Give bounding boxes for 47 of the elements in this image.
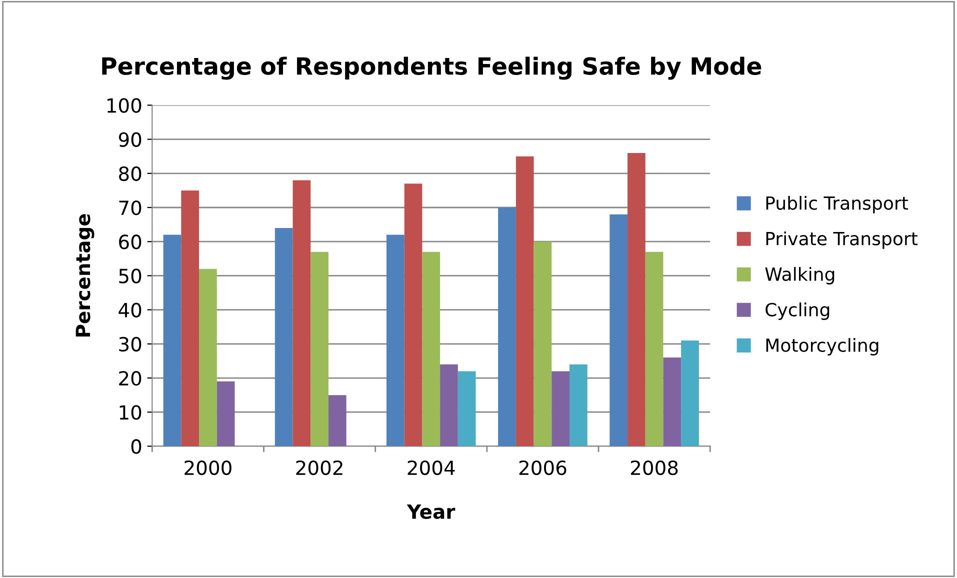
legend-label: Walking <box>765 266 834 284</box>
bar <box>199 268 217 446</box>
x-tick-label: 2006 <box>519 460 566 476</box>
bar <box>310 252 328 446</box>
bar <box>386 234 404 446</box>
y-tick-label: 30 <box>119 336 142 352</box>
y-tick-label: 50 <box>119 268 142 284</box>
bar <box>516 156 534 446</box>
y-tick-label: 90 <box>118 132 142 147</box>
y-tick-label: 100 <box>107 98 142 113</box>
x-tick-label: 2000 <box>184 460 232 476</box>
bar <box>663 358 682 446</box>
y-tick-label: 10 <box>120 405 142 420</box>
legend-label: Motorcycling <box>766 338 878 356</box>
y-tick-label: 0 <box>131 439 142 454</box>
x-tick-label: 2008 <box>630 460 678 476</box>
bar <box>292 180 311 446</box>
bar <box>534 242 552 446</box>
bar <box>498 208 516 446</box>
chart-title: Percentage of Respondents Feeling Safe by Mode <box>102 56 762 80</box>
bar <box>404 184 422 446</box>
bar <box>274 228 293 446</box>
bar <box>645 252 664 446</box>
bar <box>610 214 628 446</box>
y-tick-label: 60 <box>119 234 142 250</box>
bar <box>569 364 588 446</box>
bar <box>181 190 200 446</box>
bar <box>681 340 699 446</box>
y-axis-title: Percentage <box>76 214 94 336</box>
legend-label: Cycling <box>766 302 830 320</box>
y-tick-label: 80 <box>119 166 142 182</box>
bar <box>163 234 182 446</box>
bar <box>440 364 458 446</box>
legend-label: Private Transport <box>766 231 918 249</box>
y-tick-label: 70 <box>119 200 142 216</box>
bar <box>628 152 646 446</box>
y-tick-label: 40 <box>118 302 142 318</box>
bar <box>328 395 346 446</box>
x-axis-title: Year <box>406 504 456 519</box>
bar <box>422 252 440 446</box>
x-tick-label: 2004 <box>408 460 455 476</box>
legend-label: Public Transport <box>766 196 908 214</box>
bar <box>458 371 476 446</box>
x-tick-label: 2002 <box>296 460 342 476</box>
bar <box>552 371 570 446</box>
y-tick-label: 20 <box>119 370 142 386</box>
bar <box>216 381 235 446</box>
